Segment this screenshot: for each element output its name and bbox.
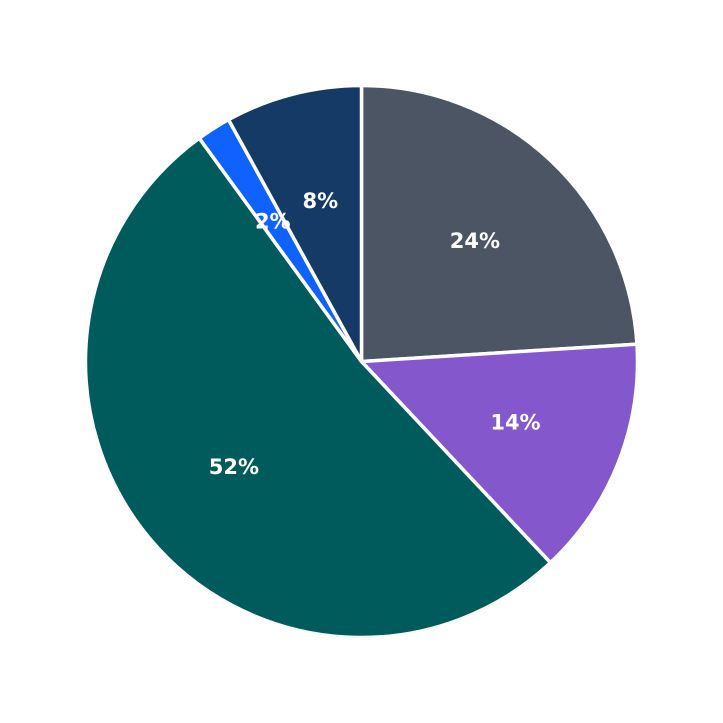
pie-slice-label-3: 2%	[255, 210, 291, 234]
pie-slice-label-1: 14%	[490, 410, 540, 434]
pie-slices	[83, 83, 640, 640]
pie-slice-1	[357, 342, 640, 566]
pie-slice-label-4: 8%	[302, 189, 338, 213]
pie-slice-2	[83, 135, 553, 640]
pie-slice-label-2: 52%	[209, 455, 259, 479]
pie-slice-label-0: 24%	[450, 229, 500, 253]
pie-labels: 24% 14% 52% 2% 8%	[209, 189, 541, 479]
pie-slice-0	[359, 83, 639, 364]
pie-slice-4	[226, 83, 364, 363]
